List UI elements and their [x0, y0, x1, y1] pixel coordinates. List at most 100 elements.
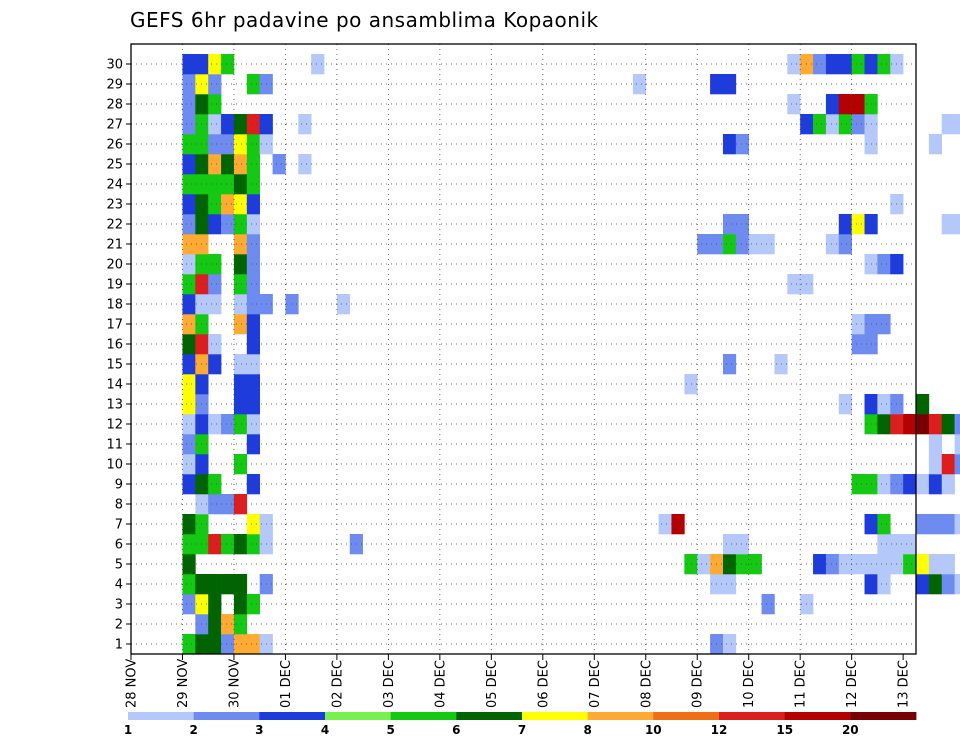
- heatmap-cell: [221, 174, 235, 195]
- heatmap-cell: [233, 214, 248, 235]
- x-tick-label: 01 DEC: [279, 660, 294, 708]
- heatmap-cell: [246, 134, 260, 155]
- y-tick-label: 19: [106, 278, 123, 293]
- heatmap-cell: [272, 154, 286, 175]
- heatmap-cell: [233, 614, 248, 635]
- heatmap-cell: [735, 134, 750, 155]
- y-tick-label: 16: [106, 338, 123, 353]
- legend-swatch: [587, 712, 654, 720]
- heatmap-cell: [208, 414, 222, 435]
- heatmap-cell: [233, 574, 248, 595]
- heatmap-cell: [748, 554, 762, 575]
- heatmap-cell: [208, 494, 222, 515]
- heatmap-cell: [182, 514, 196, 535]
- legend-label: 3: [255, 723, 263, 737]
- heatmap-cell: [928, 574, 943, 595]
- legend-label: 12: [711, 723, 728, 737]
- y-tick-label: 10: [106, 458, 123, 473]
- heatmap-cell: [221, 134, 235, 155]
- heatmap-cell: [825, 94, 840, 115]
- y-tick-label: 8: [115, 498, 123, 513]
- x-tick-label: 30 NOV: [228, 659, 243, 708]
- heatmap-cell: [941, 414, 955, 435]
- heatmap-cell: [233, 354, 248, 375]
- heatmap-cell: [208, 534, 222, 555]
- heatmap-cell: [246, 174, 260, 195]
- legend-swatch: [456, 712, 523, 720]
- y-tick-label: 22: [106, 218, 123, 233]
- heatmap-cell: [233, 454, 248, 475]
- y-tick-label: 24: [106, 178, 123, 193]
- heatmap-cell: [246, 374, 260, 395]
- legend-swatch: [719, 712, 786, 720]
- heatmap-cell: [838, 214, 852, 235]
- heatmap-cell: [954, 114, 960, 135]
- heatmap-cell: [735, 234, 750, 255]
- heatmap-cell: [877, 534, 891, 555]
- heatmap-cell: [182, 334, 196, 355]
- heatmap-cell: [182, 214, 196, 235]
- heatmap-cell: [851, 54, 865, 75]
- heatmap-cell: [208, 94, 222, 115]
- heatmap-cell: [877, 394, 891, 415]
- heatmap-cell: [735, 554, 750, 575]
- x-tick-label: 09 DEC: [691, 660, 706, 708]
- heatmap-cell: [903, 474, 917, 495]
- heatmap-cell: [722, 134, 737, 155]
- heatmap-cell: [813, 54, 827, 75]
- heatmap-cell: [928, 554, 943, 575]
- heatmap-cell: [233, 134, 248, 155]
- heatmap-cell: [182, 114, 196, 135]
- heatmap-cell: [916, 574, 930, 595]
- legend-label: 20: [842, 723, 859, 737]
- heatmap-cell: [748, 234, 762, 255]
- heatmap-cell: [838, 234, 852, 255]
- y-tick-label: 5: [115, 558, 123, 573]
- heatmap-cell: [954, 214, 960, 235]
- heatmap-cell: [182, 174, 196, 195]
- y-tick-label: 30: [106, 58, 123, 73]
- heatmap-cell: [221, 414, 235, 435]
- heatmap-cell: [221, 534, 235, 555]
- heatmap-cell: [954, 574, 960, 595]
- y-tick-label: 18: [106, 298, 123, 313]
- x-tick-label: 07 DEC: [588, 660, 603, 708]
- heatmap-cell: [336, 294, 351, 315]
- heatmap-cell: [941, 454, 955, 475]
- heatmap-cell: [246, 294, 260, 315]
- heatmap-cell: [246, 354, 260, 375]
- heatmap-cell: [182, 274, 196, 295]
- y-tick-label: 11: [106, 438, 123, 453]
- x-tick-label: 29 NOV: [176, 659, 191, 708]
- heatmap-cell: [182, 574, 196, 595]
- heatmap-cell: [954, 514, 960, 535]
- x-tick-label: 13 DEC: [897, 660, 912, 708]
- heatmap-cell: [182, 594, 196, 615]
- legend-swatch: [259, 712, 326, 720]
- heatmap-cell: [722, 634, 737, 655]
- heatmap-cell: [877, 414, 891, 435]
- heatmap-cell: [877, 574, 891, 595]
- heatmap-cell: [684, 554, 698, 575]
- heatmap-cell: [246, 74, 260, 95]
- heatmap-cell: [735, 534, 750, 555]
- heatmap-cell: [182, 554, 196, 575]
- heatmap-cell: [233, 414, 248, 435]
- heatmap-cell: [928, 414, 943, 435]
- heatmap-cell: [246, 474, 260, 495]
- heatmap-cell: [903, 414, 917, 435]
- heatmap-cell: [851, 334, 865, 355]
- heatmap-cell: [221, 54, 235, 75]
- heatmap-cell: [182, 394, 196, 415]
- heatmap-cell: [208, 214, 222, 235]
- heatmap-cell: [221, 114, 235, 135]
- legend-swatch: [850, 712, 917, 720]
- heatmap-cell: [233, 194, 248, 215]
- heatmap-cell: [941, 574, 955, 595]
- heatmap-cell: [877, 474, 891, 495]
- heatmap-cell: [954, 434, 960, 455]
- heatmap-cell: [182, 134, 196, 155]
- y-tick-label: 20: [106, 258, 123, 273]
- heatmap-cell: [246, 634, 260, 655]
